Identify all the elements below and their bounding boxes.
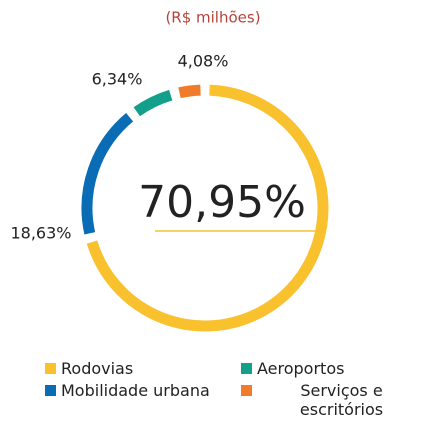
donut-segment xyxy=(86,84,329,332)
value-label: 6,34% xyxy=(92,70,143,89)
legend-item: Serviços e escritórios corporativos xyxy=(241,381,426,421)
donut-segment xyxy=(133,89,173,117)
chart-subtitle: (R$ milhões) xyxy=(165,9,260,27)
donut-segment xyxy=(81,112,134,235)
legend-swatch xyxy=(45,385,56,396)
legend-item: Mobilidade urbana xyxy=(45,381,210,400)
legend-item: Rodovias xyxy=(45,359,133,378)
legend-item: Aeroportos xyxy=(241,359,344,378)
legend-label: Mobilidade urbana xyxy=(61,381,210,400)
center-value-label: 70,95% xyxy=(138,177,306,228)
value-label: 4,08% xyxy=(178,52,229,71)
legend-label: Serviços e escritórios corporativos xyxy=(292,381,392,421)
donut-segment xyxy=(178,84,201,99)
chart: (R$ milhões) 70,95% 18,63% 6,34% 4,08% xyxy=(10,9,329,332)
legend-swatch xyxy=(45,363,56,374)
legend-label: Rodovias xyxy=(61,359,134,378)
value-label: 18,63% xyxy=(10,224,71,243)
legend-label: Aeroportos xyxy=(257,359,345,378)
legend-swatch xyxy=(241,385,252,396)
legend-swatch xyxy=(241,363,252,374)
